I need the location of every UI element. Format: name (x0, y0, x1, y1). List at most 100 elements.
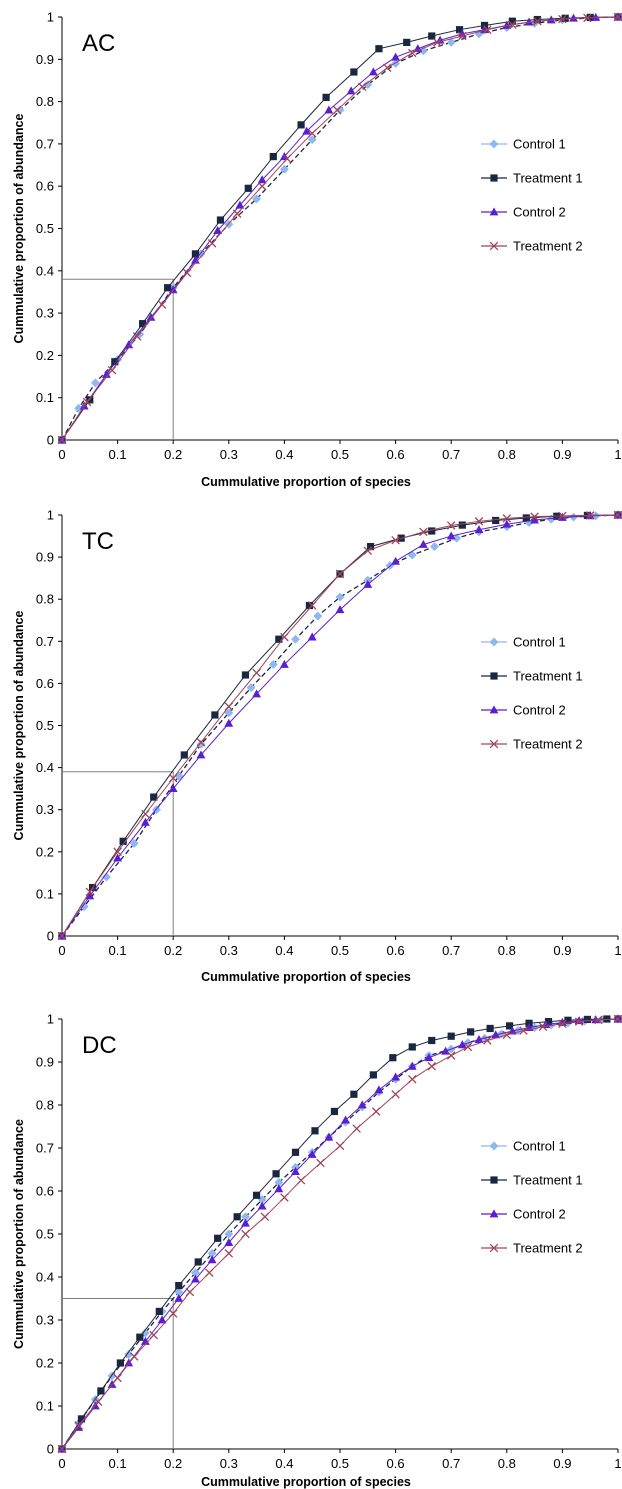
chart-panel-ac: 0 0.1 0.2 0.3 0.4 0.5 0.6 0.7 0.8 0.9 1 0 0.1 0.2 0.3 0… (0, 0, 622, 500)
data-point-treatment-1 (297, 121, 305, 129)
data-point-control-2 (307, 632, 317, 641)
data-point-treatment-2 (574, 1017, 584, 1026)
legend-label-treatment-1: Treatment 1 (513, 171, 583, 186)
x-tick-label: 0.5 (331, 447, 349, 462)
data-point-control-1 (407, 550, 417, 560)
data-point-control-2 (591, 12, 601, 21)
legend-item-control-2: Control 2 (481, 703, 566, 718)
data-point-treatment-1 (155, 1307, 163, 1315)
data-point-control-2 (302, 126, 312, 135)
data-point-control-2 (224, 718, 234, 727)
legend-marker-treatment-2 (489, 739, 499, 749)
y-tick-label: 0.9 (36, 52, 54, 67)
x-tick-label: 0.8 (498, 447, 516, 462)
data-point-control-2 (569, 13, 578, 22)
data-point-control-2 (168, 784, 178, 793)
data-point-treatment-2 (168, 1309, 178, 1318)
data-point-control-1 (279, 164, 289, 174)
legend-item-treatment-1: Treatment 1 (481, 1173, 583, 1188)
legend-marker-treatment-1 (490, 174, 498, 182)
data-point-treatment-2 (57, 435, 67, 445)
data-point-treatment-2 (182, 268, 192, 278)
series-line-control-1 (61, 16, 619, 441)
chart-svg-dc: 0 0.1 0.2 0.3 0.4 0.5 0.6 0.7 0.8 0.9 1 0 0.1 0.2 0.3 0… (12, 1012, 622, 1489)
data-point-control-1 (313, 611, 323, 621)
reference-line (62, 278, 174, 440)
legend-item-treatment-2: Treatment 2 (481, 239, 583, 254)
legend-marker-treatment-2 (489, 241, 499, 251)
data-point-treatment-1 (275, 635, 283, 643)
data-point-control-2 (363, 579, 373, 588)
data-point-treatment-1 (244, 184, 252, 192)
data-point-control-2 (524, 17, 534, 26)
data-point-treatment-1 (403, 38, 411, 46)
data-point-control-1 (335, 592, 345, 602)
legend-label-control-1: Control 1 (513, 1139, 566, 1154)
data-point-treatment-2 (57, 1444, 67, 1454)
series-line-treatment-2 (61, 514, 619, 937)
data-point-treatment-1 (211, 711, 219, 719)
x-tick-label: 0.7 (442, 943, 460, 958)
data-point-control-2 (107, 1379, 117, 1388)
data-point-control-1 (252, 194, 262, 204)
data-point-treatment-1 (389, 1054, 397, 1062)
y-tick-label: 0.2 (36, 1356, 54, 1371)
data-point-control-2 (474, 1035, 484, 1044)
series-control-2 (57, 12, 622, 444)
data-point-treatment-2 (57, 931, 67, 941)
data-point-treatment-1 (194, 1258, 202, 1266)
data-point-control-2 (457, 1040, 467, 1049)
data-point-treatment-2 (483, 1036, 492, 1045)
data-point-treatment-1 (305, 601, 314, 610)
data-point-treatment-2 (74, 1421, 83, 1430)
data-point-treatment-2 (141, 809, 150, 819)
data-point-control-1 (429, 542, 440, 552)
data-point-control-2 (280, 659, 289, 668)
data-point-treatment-2 (82, 397, 92, 407)
data-point-treatment-2 (483, 25, 492, 34)
y-tick-label: 0.6 (36, 676, 54, 691)
data-point-control-1 (268, 659, 278, 670)
data-point-treatment-1 (241, 671, 250, 679)
y-tick-label: 0.9 (36, 550, 54, 565)
data-point-treatment-2 (335, 569, 345, 579)
legend-marker-control-1 (489, 637, 499, 647)
data-point-control-2 (502, 20, 512, 29)
data-point-control-2 (224, 1238, 234, 1246)
data-point-control-2 (391, 1072, 400, 1081)
data-point-treatment-2 (458, 31, 467, 41)
x-tick-label: 0.2 (164, 447, 182, 462)
data-point-treatment-2 (613, 12, 622, 22)
legend-marker-control-1 (489, 139, 499, 149)
data-point-control-1 (90, 378, 100, 388)
data-point-treatment-1 (455, 26, 464, 34)
data-point-treatment-2 (594, 1015, 603, 1025)
data-point-treatment-2 (282, 154, 292, 163)
y-tick-label: 0.8 (36, 94, 54, 109)
series-line-control-2 (61, 16, 619, 441)
x-tick-label: 0.9 (553, 943, 571, 958)
data-point-treatment-1 (136, 1333, 144, 1341)
data-point-treatment-2 (168, 773, 178, 783)
data-point-treatment-1 (253, 1191, 261, 1199)
data-point-treatment-1 (216, 216, 225, 224)
data-point-treatment-2 (93, 1397, 103, 1406)
data-point-treatment-2 (260, 1212, 270, 1222)
x-tick-label: 0.5 (331, 943, 349, 958)
data-point-treatment-1 (564, 1016, 572, 1024)
data-point-control-2 (502, 519, 512, 528)
data-point-treatment-1 (191, 250, 200, 258)
y-tick-label: 0.6 (36, 179, 54, 194)
data-point-treatment-1 (180, 751, 188, 759)
x-tick-label: 0.6 (387, 1456, 405, 1471)
data-point-treatment-1 (116, 1359, 124, 1367)
data-point-treatment-1 (428, 1036, 436, 1045)
data-point-treatment-2 (363, 546, 373, 556)
data-point-treatment-2 (408, 48, 417, 58)
data-point-treatment-1 (139, 320, 147, 328)
x-tick-label: 0.3 (220, 1456, 238, 1471)
legend-item-treatment-1: Treatment 1 (481, 669, 583, 684)
data-point-control-2 (419, 539, 428, 548)
data-point-treatment-1 (214, 1234, 222, 1242)
y-tick-label: 0.7 (36, 136, 54, 151)
